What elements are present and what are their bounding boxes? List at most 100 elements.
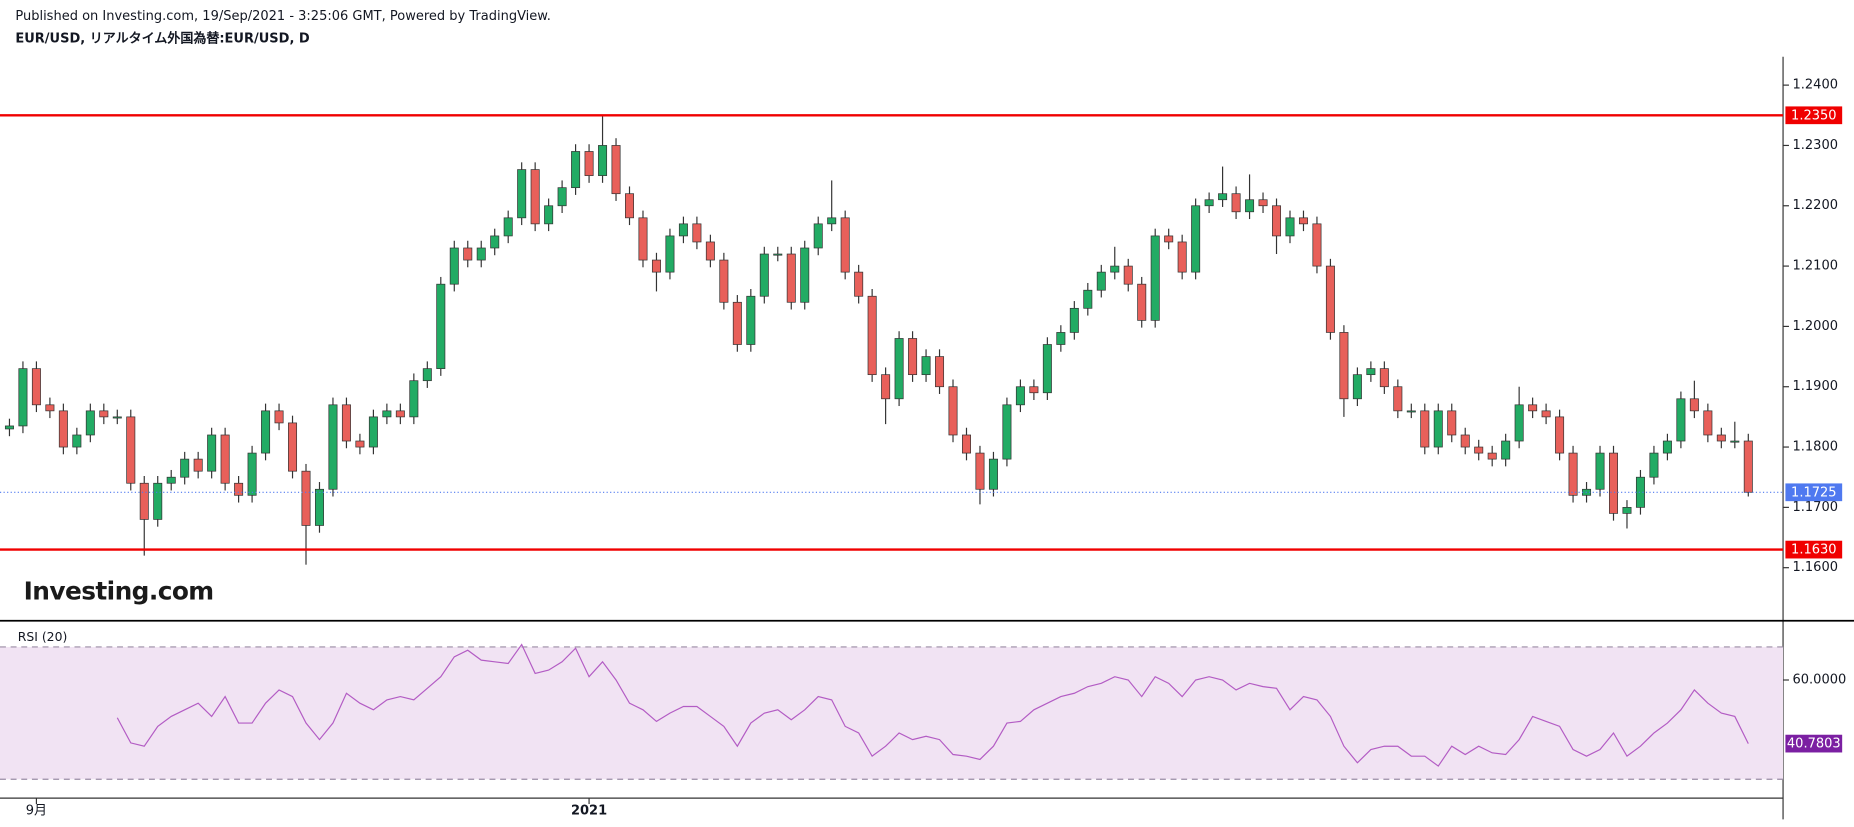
rsi-band xyxy=(0,646,1784,780)
candle-body xyxy=(1015,386,1025,406)
candle-body xyxy=(1366,368,1376,376)
candle-body xyxy=(786,253,796,303)
candle-body xyxy=(261,410,271,454)
y-tick-label: 1.2000 xyxy=(1793,319,1839,334)
candle-body xyxy=(85,410,95,436)
candle-body xyxy=(827,217,837,225)
candle-body xyxy=(153,482,163,520)
candle-body xyxy=(1730,440,1740,443)
candle-body xyxy=(18,368,28,427)
candle-body xyxy=(1029,386,1039,394)
candle-body xyxy=(1272,205,1282,237)
candle-body xyxy=(1487,452,1497,460)
candle-body xyxy=(503,217,513,237)
candle-body xyxy=(301,470,311,526)
candle-body xyxy=(220,434,230,484)
candle-body xyxy=(1245,199,1255,213)
candle-body xyxy=(961,434,971,454)
candle-body xyxy=(247,452,257,496)
candle-body xyxy=(1460,434,1470,448)
candle-body xyxy=(732,301,742,345)
y-tick-label: 60.0000 xyxy=(1793,673,1847,688)
candle-body xyxy=(409,380,419,418)
candle-body xyxy=(881,374,891,400)
candle-body xyxy=(1110,265,1120,273)
candle-body xyxy=(1069,307,1079,333)
candle-body xyxy=(1420,410,1430,448)
candle-body xyxy=(1676,398,1686,442)
candle-body xyxy=(58,410,68,448)
rsi-title: RSI (20) xyxy=(18,629,68,644)
candle-body xyxy=(126,416,136,484)
candle-body xyxy=(1150,235,1160,321)
candle-body xyxy=(1662,440,1672,454)
price-tag-label: 1.1630 xyxy=(1791,543,1836,558)
candle-body xyxy=(1312,223,1322,267)
price-tag-label: 40.7803 xyxy=(1787,737,1841,752)
y-tick-label: 1.1600 xyxy=(1793,560,1839,575)
candle-body xyxy=(1555,416,1565,454)
candle-body xyxy=(988,458,998,490)
price-tag xyxy=(1785,483,1843,502)
candle-body xyxy=(665,235,675,273)
price-tag-label: 1.1725 xyxy=(1791,485,1836,500)
candle-body xyxy=(1609,452,1618,514)
candle-body xyxy=(1379,368,1389,388)
candle-body xyxy=(1002,404,1012,460)
candle-body xyxy=(328,404,338,490)
candle-body xyxy=(4,425,14,430)
candle-body xyxy=(139,482,149,520)
candle-body xyxy=(1393,386,1403,412)
x-tick-label: 2021 xyxy=(571,804,607,819)
header: Published on Investing.com, 19/Sep/2021 … xyxy=(15,9,551,24)
candle-body xyxy=(1298,217,1308,225)
candle-body xyxy=(355,440,365,448)
rsi-line xyxy=(116,643,1749,767)
candle-body xyxy=(773,253,783,256)
candle-body xyxy=(45,404,55,412)
y-tick-label: 1.2300 xyxy=(1793,138,1839,153)
candle-body xyxy=(1204,199,1214,207)
candle-body xyxy=(800,247,810,303)
candle-body xyxy=(651,259,661,273)
candle-body xyxy=(1177,241,1187,273)
candle-body xyxy=(840,217,850,273)
price-tag xyxy=(1785,540,1843,559)
x-tick-label: 9月 xyxy=(26,804,47,819)
candle-body xyxy=(1474,446,1484,454)
candle-body xyxy=(1231,193,1241,213)
candle-body xyxy=(530,169,540,225)
candle-body xyxy=(921,356,931,376)
y-tick-label: 1.2200 xyxy=(1793,198,1839,213)
candle-body xyxy=(1137,283,1147,321)
candle-body xyxy=(908,338,918,376)
candle-body xyxy=(1595,452,1605,490)
y-tick-label: 1.2100 xyxy=(1793,259,1839,274)
candle-body xyxy=(422,368,432,382)
candle-body xyxy=(1528,404,1538,412)
candle-body xyxy=(1352,374,1362,400)
candle-body xyxy=(1258,199,1268,207)
candle-body xyxy=(368,416,378,448)
candle-body xyxy=(813,223,823,249)
candle-body xyxy=(1514,404,1524,442)
y-tick-label: 1.2400 xyxy=(1793,78,1839,93)
candle-body xyxy=(490,235,500,249)
candle-body xyxy=(1325,265,1335,333)
candle-body xyxy=(1191,205,1201,273)
candle-body xyxy=(1703,410,1713,436)
candle-body xyxy=(544,205,554,225)
candle-body xyxy=(1164,235,1174,243)
candle-body xyxy=(1406,410,1416,413)
candle-body xyxy=(759,253,769,297)
candle-body xyxy=(314,488,324,526)
candle-body xyxy=(449,247,459,285)
candle-body xyxy=(1743,440,1753,493)
candle-body xyxy=(1716,434,1726,442)
price-tag xyxy=(1785,106,1843,125)
candle-body xyxy=(1622,507,1632,514)
candle-body xyxy=(395,410,405,418)
y-tick-label: 1.1800 xyxy=(1793,440,1839,455)
candle-body xyxy=(1447,410,1457,436)
candle-body xyxy=(288,422,298,472)
